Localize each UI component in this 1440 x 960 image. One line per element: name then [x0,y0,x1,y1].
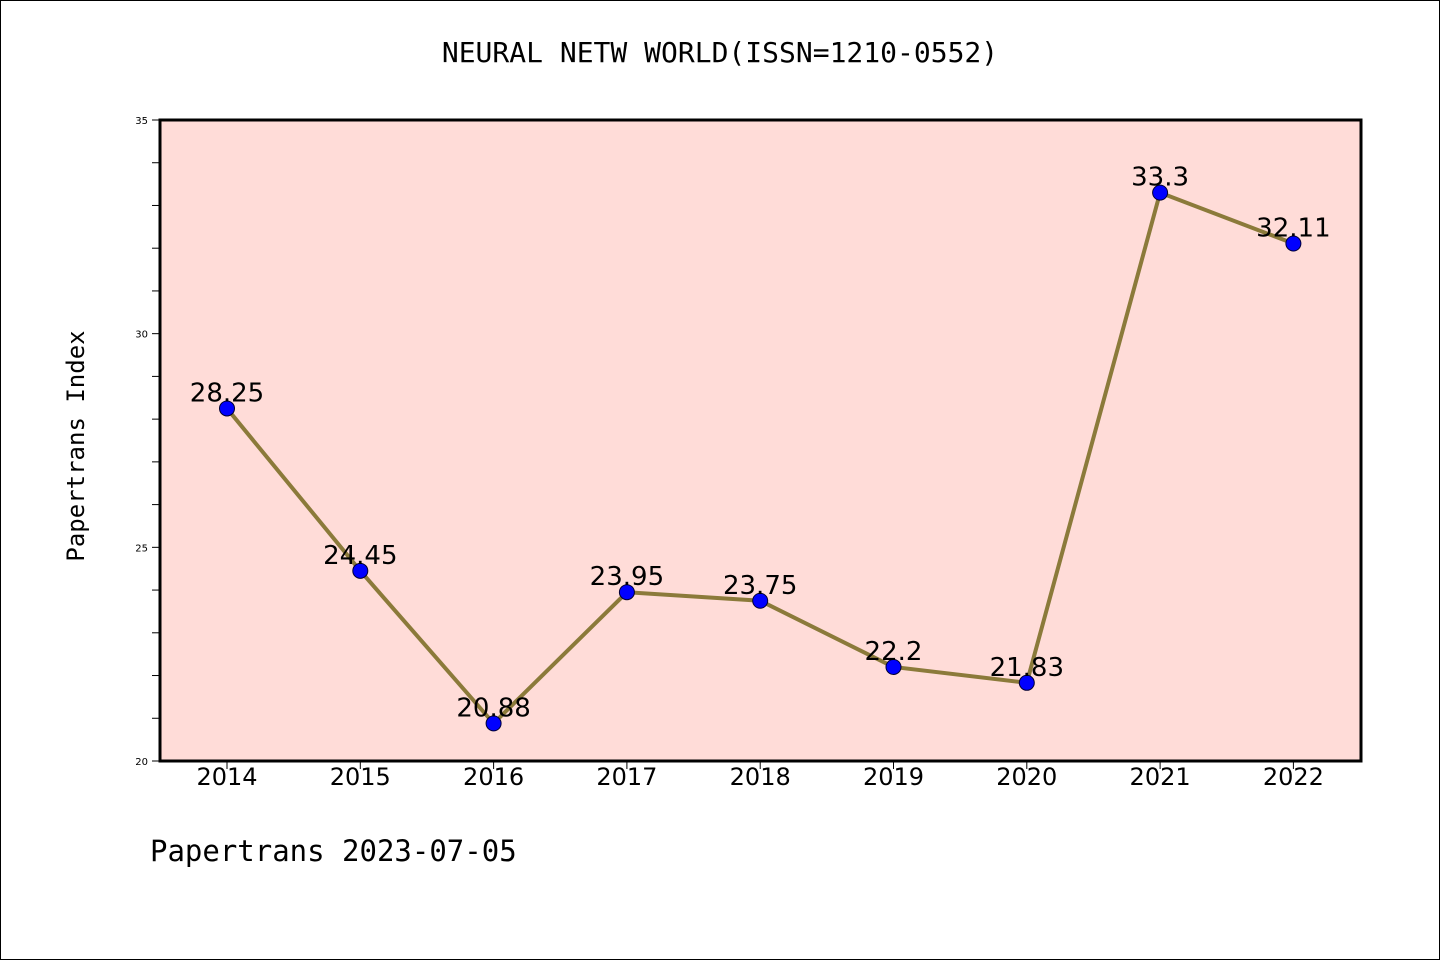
data-point [485,715,502,732]
x-tick-label: 2020 [996,763,1057,791]
data-label: 20.88 [456,693,530,723]
y-tick-label: 20 [135,757,148,768]
x-tick-label: 2016 [463,763,524,791]
data-label: 21.83 [990,653,1064,683]
data-point [1285,235,1302,252]
y-tick-label: 35 [135,116,148,127]
y-tick-label: 30 [135,330,148,341]
chart-title: NEURAL NETW WORLD(ISSN=1210-0552) [441,36,999,69]
data-point [219,400,235,417]
data-label: 24.45 [323,541,397,571]
x-tick-label: 2022 [1263,763,1324,791]
x-tick-label: 2021 [1130,763,1191,791]
y-tick-label: 25 [135,543,148,554]
data-point [1152,184,1169,201]
plot-border [158,118,1363,763]
data-label: 22.2 [865,637,923,667]
data-point [1018,674,1035,691]
footer-note: Papertrans 2023-07-05 [150,834,517,868]
data-point [752,592,769,609]
data-point [618,584,635,601]
x-tick-label: 2017 [596,763,657,791]
x-tick-label: 2019 [863,763,924,791]
data-label: 28.25 [190,378,264,408]
plot-area [160,120,1361,761]
data-label: 23.75 [723,571,797,601]
data-point [885,658,902,675]
x-tick-label: 2015 [330,763,391,791]
data-label: 32.11 [1256,213,1330,243]
x-tick-label: 2014 [196,763,257,791]
x-tick-label: 2018 [730,763,791,791]
data-label: 23.95 [590,562,664,592]
data-point [352,562,369,579]
data-label: 33.3 [1131,163,1189,193]
